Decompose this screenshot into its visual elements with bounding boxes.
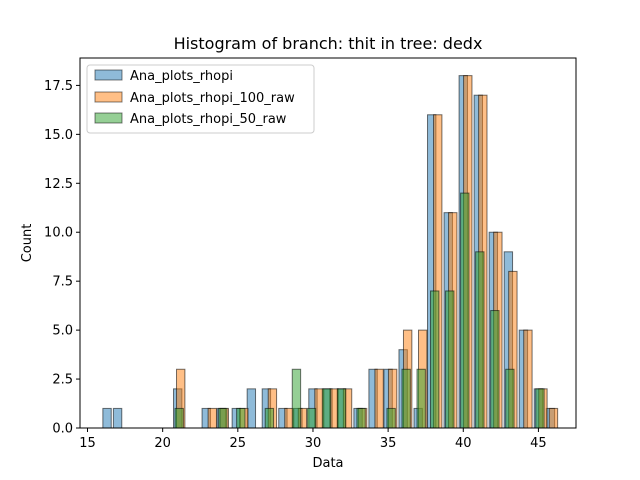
bar-series-2-10 bbox=[401, 368, 411, 429]
bar-series-1-23 bbox=[548, 407, 559, 429]
y-tick-label: 7.5 bbox=[52, 275, 73, 290]
y-tick-label: 5.0 bbox=[52, 324, 73, 339]
legend-label: Ana_plots_rhopi_50_raw bbox=[130, 112, 287, 127]
bar-series-2-7 bbox=[336, 388, 347, 429]
bar-series-1-11 bbox=[374, 368, 384, 429]
y-tick-label: 10.0 bbox=[44, 226, 73, 241]
bar-series-2-12 bbox=[430, 290, 440, 429]
bar-series-2-2 bbox=[236, 407, 246, 429]
bar-series-2-1 bbox=[218, 407, 228, 429]
x-tick-label: 30 bbox=[305, 436, 322, 451]
bar-series-2-6 bbox=[321, 388, 332, 429]
x-tick-label: 45 bbox=[530, 436, 547, 451]
bar-series-2-11 bbox=[416, 368, 426, 429]
bar-series-2-3 bbox=[264, 407, 275, 429]
bar-series-2-16 bbox=[490, 310, 500, 429]
x-tick-label: 20 bbox=[154, 436, 171, 451]
legend-entry-2: Ana_plots_rhopi_50_raw bbox=[94, 112, 287, 127]
bar-series-2-9 bbox=[386, 407, 396, 429]
bar-series-1-21 bbox=[523, 329, 533, 429]
bar-series-2-8 bbox=[356, 407, 366, 429]
bar-series-2-13 bbox=[445, 290, 455, 429]
y-tick-label: 12.5 bbox=[44, 177, 73, 192]
y-tick-label: 2.5 bbox=[52, 373, 73, 388]
y-tick-label: 0.0 bbox=[52, 422, 73, 437]
bar-series-2-0 bbox=[174, 407, 184, 429]
legend-swatch bbox=[94, 69, 123, 81]
bar-series-2-14 bbox=[460, 192, 470, 429]
legend-label: Ana_plots_rhopi_100_raw bbox=[130, 91, 295, 106]
bar-series-0-1 bbox=[112, 407, 123, 429]
bar-series-2-17 bbox=[505, 368, 515, 429]
x-tick-label: 40 bbox=[455, 436, 472, 451]
y-tick-label: 15.0 bbox=[44, 128, 73, 143]
legend-entry-0: Ana_plots_rhopi bbox=[94, 69, 233, 84]
legend-swatch bbox=[94, 112, 123, 124]
legend-box bbox=[86, 64, 315, 134]
x-tick-label: 35 bbox=[380, 436, 397, 451]
bar-series-2-4 bbox=[291, 368, 302, 429]
y-axis: 0.0 2.5 5.0 7.5 10.0 12.5 15.0 17.5 bbox=[44, 79, 80, 437]
y-axis-label: Count bbox=[20, 224, 35, 263]
bar-series-0-0 bbox=[102, 407, 112, 429]
bar-series-2-18 bbox=[535, 388, 545, 429]
plot-frame bbox=[79, 57, 577, 429]
chart-title: Histogram of branch: thit in tree: dedx bbox=[174, 34, 483, 53]
bar-series-2-15 bbox=[475, 251, 485, 429]
bar-series-2-5 bbox=[306, 407, 317, 429]
x-axis: 15 20 25 30 35 40 45 bbox=[79, 428, 547, 451]
bar-series-1-1 bbox=[207, 407, 217, 429]
x-tick-label: 25 bbox=[230, 436, 247, 451]
legend-entry-1: Ana_plots_rhopi_100_raw bbox=[94, 91, 295, 106]
y-tick-label: 17.5 bbox=[44, 79, 73, 94]
legend-swatch bbox=[94, 91, 123, 103]
legend-label: Ana_plots_rhopi bbox=[130, 69, 233, 84]
x-axis-label: Data bbox=[312, 456, 343, 471]
x-tick-label: 15 bbox=[79, 436, 96, 451]
legend: Ana_plots_rhopi Ana_plots_rhopi_100_raw … bbox=[86, 64, 315, 134]
